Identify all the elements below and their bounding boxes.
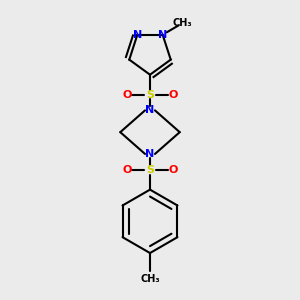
Text: CH₃: CH₃ bbox=[173, 18, 192, 28]
Text: O: O bbox=[122, 165, 132, 175]
Text: N: N bbox=[146, 149, 154, 159]
Text: N: N bbox=[146, 105, 154, 116]
Text: CH₃: CH₃ bbox=[140, 274, 160, 284]
Text: S: S bbox=[146, 89, 154, 100]
Text: O: O bbox=[168, 89, 178, 100]
Text: N: N bbox=[133, 30, 142, 40]
Text: O: O bbox=[122, 89, 132, 100]
Text: S: S bbox=[146, 165, 154, 175]
Text: N: N bbox=[158, 30, 167, 40]
Text: O: O bbox=[168, 165, 178, 175]
